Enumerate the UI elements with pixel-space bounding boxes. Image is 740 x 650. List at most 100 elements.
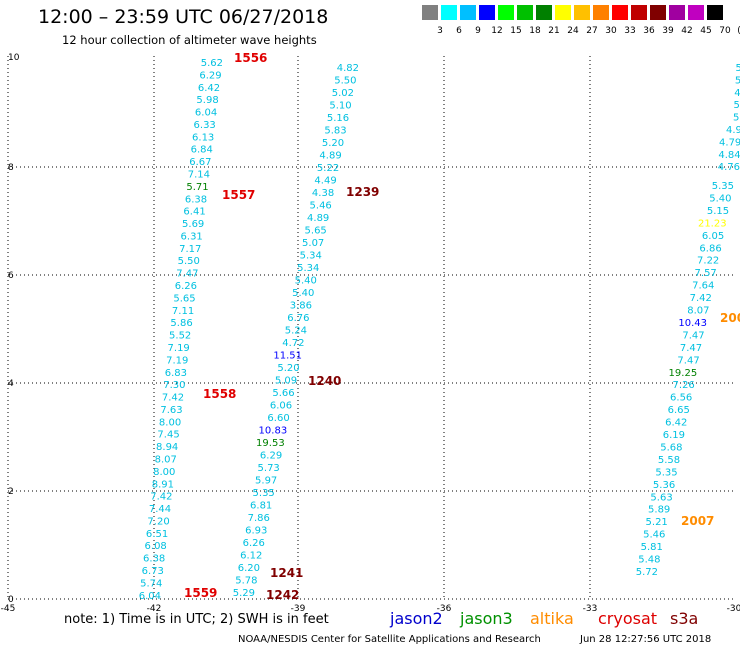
y-tick-label: 8 (8, 163, 14, 173)
wave-height-label: 4.9 (726, 125, 740, 136)
wave-height-label: 5.40 (292, 288, 314, 299)
y-tick-label: 4 (8, 379, 14, 389)
wave-height-label: 5.78 (235, 576, 257, 587)
wave-height-label: 5.58 (658, 455, 680, 466)
wave-height-label: 7.11 (172, 306, 194, 317)
wave-height-label: 6.20 (238, 563, 260, 574)
legend-swatch (517, 5, 533, 20)
pass-time-label: 1240 (308, 374, 341, 388)
wave-height-label: 19.25 (669, 368, 698, 379)
wave-height-label: 7.45 (157, 430, 179, 441)
map-subtitle: 12 hour collection of altimeter wave hei… (62, 33, 317, 47)
wave-height-label: 6.31 (181, 232, 203, 243)
wave-height-label: 4.76 (718, 162, 740, 173)
wave-height-label: 6.04 (195, 108, 217, 119)
wave-height-label: 5.73 (258, 463, 280, 474)
wave-height-label: 5.86 (170, 318, 192, 329)
legend-label: 33 (624, 26, 636, 36)
wave-height-label: 5.46 (643, 530, 665, 541)
wave-height-label: 5.16 (327, 113, 349, 124)
wave-height-label: 5.69 (182, 219, 204, 230)
y-tick-label: 6 (8, 271, 14, 281)
wave-height-label: 5.07 (302, 238, 324, 249)
x-tick-label: -39 (291, 604, 306, 614)
legend-swatch (536, 5, 552, 20)
wave-height-label: 8.00 (159, 417, 181, 428)
wave-height-label: 5.34 (297, 263, 319, 274)
wave-height-label: 6.67 (189, 157, 211, 168)
credit-line: NOAA/NESDIS Center for Satellite Applica… (238, 634, 541, 645)
y-tick-label: 0 (8, 595, 14, 605)
wave-height-label: 6.51 (146, 529, 168, 540)
satellite-jason2: jason2 (390, 609, 443, 628)
wave-height-label: 6.76 (287, 313, 309, 324)
wave-height-label: 5.20 (277, 363, 299, 374)
pass-time-label: 1239 (346, 185, 379, 199)
wave-height-label: 5.98 (196, 95, 218, 106)
legend-label: 15 (510, 26, 522, 36)
wave-height-label: 5.83 (324, 126, 346, 137)
satellite-cryosat: cryosat (598, 609, 658, 628)
wave-height-label: 5.65 (305, 226, 327, 237)
wave-height-label: 5. (734, 100, 740, 111)
x-tick-label: -36 (437, 604, 452, 614)
wave-height-label: 5.35 (253, 488, 275, 499)
wave-height-label: 7.42 (150, 492, 172, 503)
pass-time-label: 200 (720, 311, 740, 325)
wave-height-label: 5.71 (186, 182, 208, 193)
wave-height-label: 4.49 (314, 176, 336, 187)
wave-height-label: 5.81 (641, 542, 663, 553)
wave-height-label: 5.29 (233, 588, 255, 599)
wave-height-label: 5.48 (638, 555, 660, 566)
pass-time-label: 1241 (270, 566, 303, 580)
wave-height-label: 8.07 (155, 455, 177, 466)
wave-height-label: 5. (735, 63, 740, 74)
wave-height-label: 8.07 (687, 306, 709, 317)
wave-height-label: 6.81 (250, 501, 272, 512)
legend-swatch (612, 5, 628, 20)
satellite-altika: altika (530, 609, 574, 628)
wave-height-label: 7.44 (149, 504, 171, 515)
wave-height-label: 4. (734, 88, 740, 99)
wave-height-label: 7.30 (163, 380, 185, 391)
wave-height-label: 6.13 (192, 132, 214, 143)
wave-height-label: 4.82 (337, 63, 359, 74)
wave-height-label: 21.23 (698, 218, 727, 229)
wave-height-label: 5.35 (655, 467, 677, 478)
wave-height-label: 6.04 (139, 591, 161, 602)
wave-height-label: 5.09 (275, 376, 297, 387)
wave-height-label: 6.56 (670, 393, 692, 404)
wave-height-label: 6.65 (668, 405, 690, 416)
wave-height-label: 5.15 (707, 206, 729, 217)
legend-swatch (688, 5, 704, 20)
legend-label: 36 (643, 26, 655, 36)
legend-label: 6 (456, 26, 462, 36)
legend-label: 27 (586, 26, 598, 36)
wave-height-label: 6.33 (194, 120, 216, 131)
wave-height-label: 7.57 (695, 268, 717, 279)
wave-height-label: 6.86 (699, 243, 721, 254)
map-title: 12:00 – 23:59 UTC 06/27/2018 (38, 6, 329, 28)
legend-label: 3 (437, 26, 443, 36)
legend-label: 18 (529, 26, 541, 36)
wave-height-label: 5.97 (255, 476, 277, 487)
wave-height-label: 7.47 (680, 343, 702, 354)
legend-swatch (669, 5, 685, 20)
x-tick-label: -42 (147, 604, 162, 614)
pass-time-label: 1557 (222, 188, 255, 202)
legend-swatch (650, 5, 666, 20)
wave-height-label: 5.40 (709, 193, 731, 204)
satellite-jason3: jason3 (460, 609, 513, 628)
x-tick-label: -30 (727, 604, 740, 614)
wave-height-label: 6.42 (198, 83, 220, 94)
wave-height-label: 7.22 (697, 256, 719, 267)
wave-height-label: 7.19 (166, 355, 188, 366)
wave-height-label: 7.42 (690, 293, 712, 304)
generated-timestamp: Jun 28 12:27:56 UTC 2018 (580, 634, 712, 645)
legend-swatch (460, 5, 476, 20)
legend-swatch (631, 5, 647, 20)
wave-height-label: 6.38 (185, 194, 207, 205)
wave-height-label: 5.50 (334, 76, 356, 87)
wave-height-label: 6.93 (245, 526, 267, 537)
